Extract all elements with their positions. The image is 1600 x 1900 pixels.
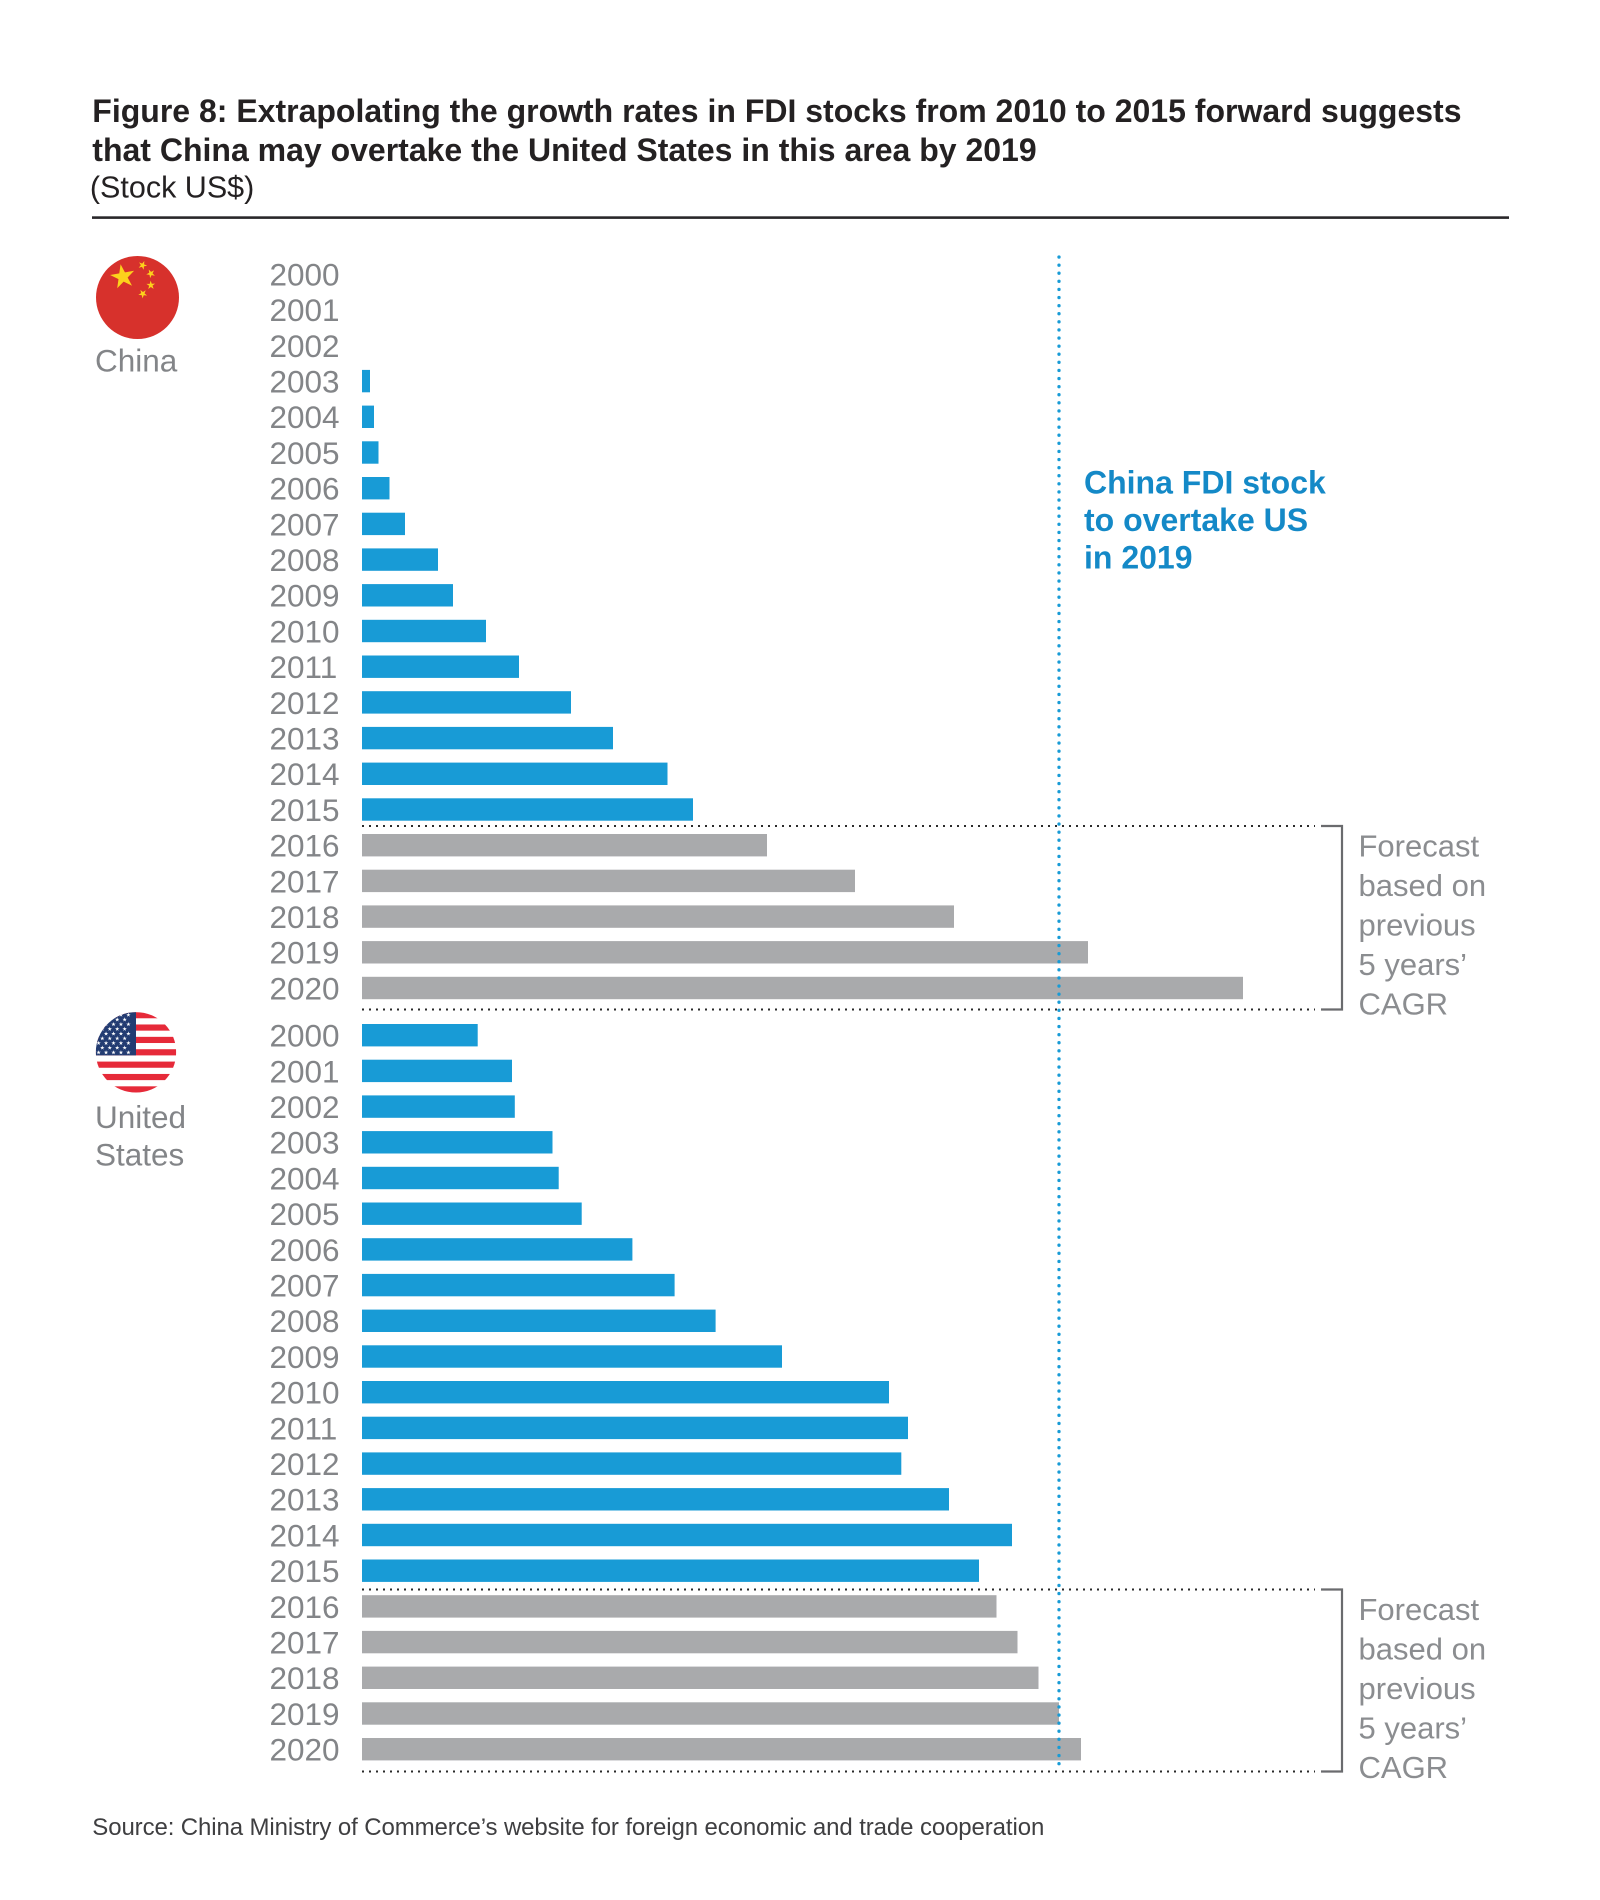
svg-text:2005: 2005 (270, 1196, 340, 1232)
svg-text:2003: 2003 (270, 364, 340, 400)
svg-text:2001: 2001 (270, 1053, 340, 1089)
svg-text:2002: 2002 (270, 1089, 340, 1125)
svg-text:2007: 2007 (270, 1268, 340, 1304)
svg-text:Forecast: Forecast (1359, 1592, 1480, 1627)
svg-text:2013: 2013 (270, 1482, 340, 1518)
svg-text:2005: 2005 (270, 435, 340, 471)
svg-text:Figure 8: Extrapolating the gr: Figure 8: Extrapolating the growth rates… (92, 93, 1461, 129)
svg-text:2002: 2002 (270, 328, 340, 364)
svg-text:2017: 2017 (270, 863, 340, 899)
svg-text:2003: 2003 (270, 1125, 340, 1161)
svg-text:2008: 2008 (270, 1303, 340, 1339)
svg-text:2007: 2007 (270, 506, 340, 542)
svg-text:2012: 2012 (270, 1446, 340, 1482)
svg-text:2006: 2006 (270, 1232, 340, 1268)
svg-text:2010: 2010 (270, 1375, 340, 1411)
svg-text:2009: 2009 (270, 1339, 340, 1375)
svg-text:2020: 2020 (270, 1732, 340, 1768)
svg-text:2017: 2017 (270, 1625, 340, 1661)
svg-text:2016: 2016 (270, 1589, 340, 1625)
svg-text:Source: China Ministry of Comm: Source: China Ministry of Commerce’s web… (92, 1814, 1044, 1841)
svg-text:2004: 2004 (270, 1160, 340, 1196)
svg-text:States: States (95, 1137, 184, 1173)
svg-text:previous: previous (1359, 1671, 1476, 1706)
svg-text:Forecast: Forecast (1359, 829, 1480, 864)
svg-text:2014: 2014 (270, 756, 340, 792)
svg-text:2014: 2014 (270, 1517, 340, 1553)
svg-text:2018: 2018 (270, 1660, 340, 1696)
svg-text:(Stock US$): (Stock US$) (90, 171, 254, 205)
svg-text:2006: 2006 (270, 471, 340, 507)
svg-text:that China may overtake the Un: that China may overtake the United State… (92, 132, 1036, 168)
svg-text:CAGR: CAGR (1359, 1750, 1449, 1785)
svg-text:2000: 2000 (270, 256, 340, 292)
svg-text:2000: 2000 (270, 1018, 340, 1054)
svg-text:5 years’: 5 years’ (1359, 1711, 1468, 1746)
svg-text:2012: 2012 (270, 685, 340, 721)
svg-text:5 years’: 5 years’ (1359, 947, 1468, 982)
svg-text:to overtake US: to overtake US (1084, 502, 1308, 538)
svg-text:2019: 2019 (270, 935, 340, 971)
svg-text:China: China (95, 343, 178, 379)
svg-text:2013: 2013 (270, 721, 340, 757)
svg-text:2008: 2008 (270, 542, 340, 578)
svg-text:2019: 2019 (270, 1696, 340, 1732)
svg-text:2011: 2011 (270, 1410, 338, 1446)
svg-text:2010: 2010 (270, 613, 340, 649)
svg-text:2018: 2018 (270, 899, 340, 935)
svg-text:United: United (95, 1099, 186, 1135)
svg-text:2016: 2016 (270, 828, 340, 864)
svg-text:2009: 2009 (270, 578, 340, 614)
svg-text:based on: based on (1359, 1632, 1487, 1667)
svg-text:CAGR: CAGR (1359, 987, 1449, 1022)
svg-text:2015: 2015 (270, 792, 340, 828)
svg-text:2004: 2004 (270, 399, 340, 435)
svg-text:in 2019: in 2019 (1084, 540, 1193, 576)
svg-text:2020: 2020 (270, 970, 340, 1006)
svg-text:2011: 2011 (270, 649, 338, 685)
svg-text:2001: 2001 (270, 292, 340, 328)
svg-text:based on: based on (1359, 868, 1487, 903)
svg-text:previous: previous (1359, 908, 1476, 943)
svg-text:2015: 2015 (270, 1553, 340, 1589)
svg-text:China FDI stock: China FDI stock (1084, 465, 1326, 501)
